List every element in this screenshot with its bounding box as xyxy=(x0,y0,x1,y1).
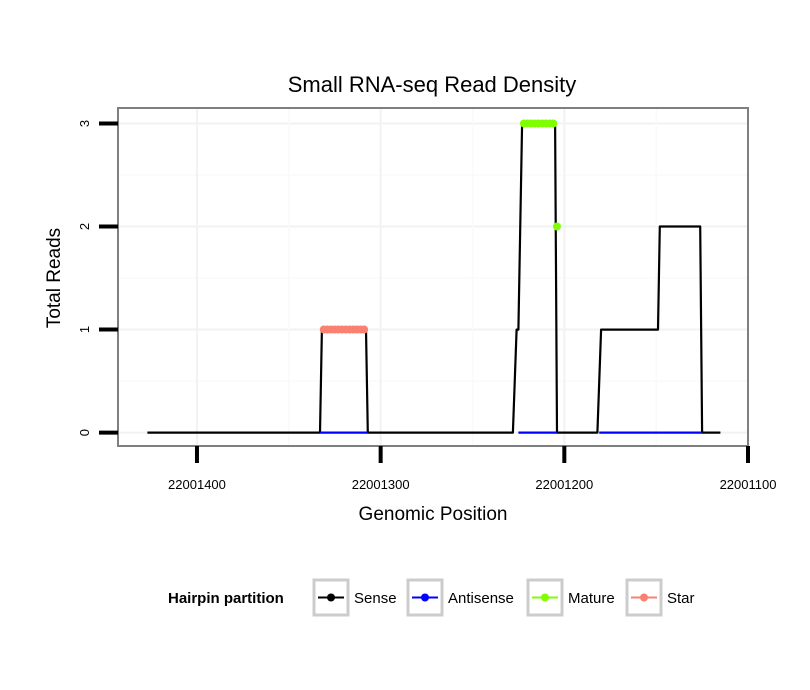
series-layer xyxy=(147,119,721,434)
x-tick-label: 22001100 xyxy=(720,477,777,492)
legend-key-point xyxy=(640,593,648,602)
x-tick-label: 22001400 xyxy=(168,477,226,492)
legend-item-antisense: Antisense xyxy=(406,578,514,617)
series-mature-point xyxy=(552,222,561,231)
y-tick-label: 1 xyxy=(77,326,92,333)
legend-item-mature: Mature xyxy=(526,578,615,617)
legend: Hairpin partition Sense Antisense Mature St… xyxy=(168,578,695,617)
legend-item-sense: Sense xyxy=(312,578,397,617)
legend-label: Star xyxy=(667,590,695,607)
axes: 22001400 22001300 22001200 22001100 0 1 2 3 xyxy=(77,120,776,492)
plot-background xyxy=(118,108,748,446)
legend-item-star: Star xyxy=(625,578,695,617)
chart-title: Small RNA-seq Read Density xyxy=(288,72,577,97)
plot-panel-border xyxy=(117,107,749,447)
x-tick-label: 22001300 xyxy=(352,477,410,492)
y-axis-title: Total Reads xyxy=(44,228,65,328)
x-tick-label: 22001200 xyxy=(535,477,593,492)
legend-key-point xyxy=(327,593,335,602)
legend-label: Mature xyxy=(568,590,615,607)
legend-key-point xyxy=(421,593,429,602)
legend-label: Antisense xyxy=(448,590,514,607)
y-tick-label: 0 xyxy=(77,429,92,436)
legend-title: Hairpin partition xyxy=(168,590,284,607)
y-tick-label: 3 xyxy=(77,120,92,127)
series-mature-point xyxy=(549,119,558,128)
series-star-point xyxy=(360,325,369,334)
plot-area xyxy=(118,108,748,446)
x-axis-title: Genomic Position xyxy=(359,504,508,525)
legend-key-point xyxy=(541,593,549,602)
y-tick-label: 2 xyxy=(77,223,92,230)
legend-label: Sense xyxy=(354,590,397,607)
